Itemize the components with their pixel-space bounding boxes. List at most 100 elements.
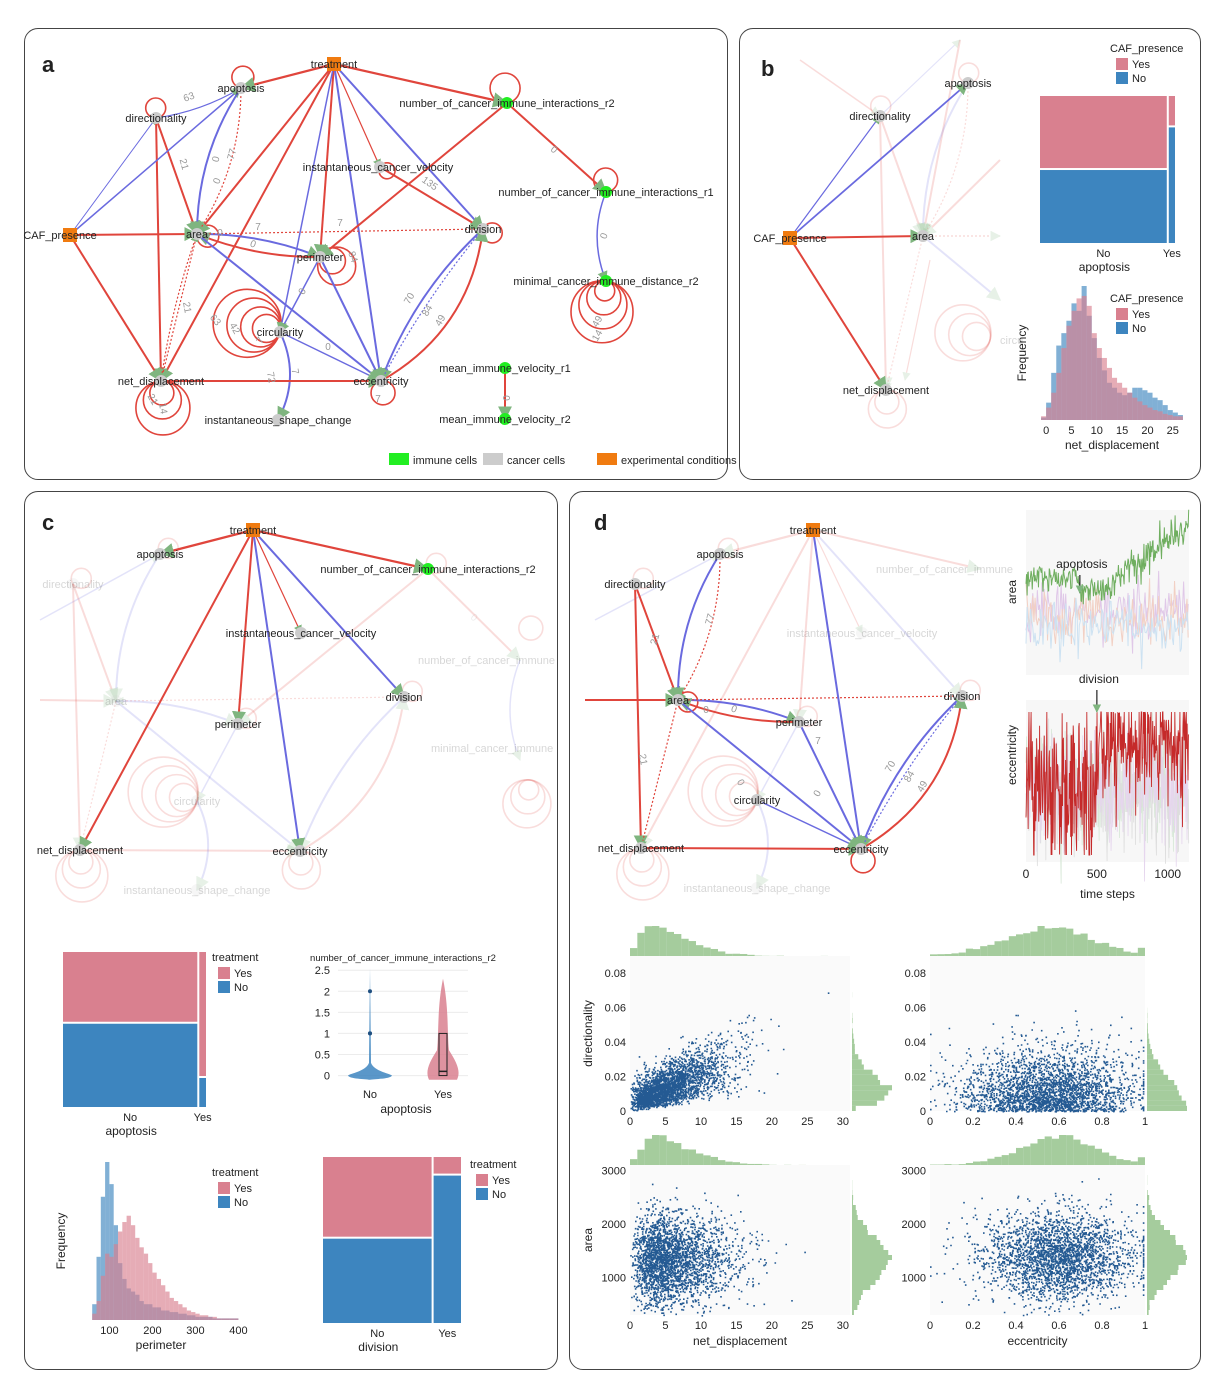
histogram-bar: [234, 1318, 239, 1320]
tick-label: 10: [695, 1116, 707, 1128]
histogram-bar: [1096, 348, 1102, 420]
mosaic-cell-no: [433, 1175, 461, 1323]
b-mosaic: No Yes apoptosis CAF_presence Yes No: [1040, 43, 1183, 274]
marginal-bar-y: [1147, 1095, 1182, 1101]
marginal-bar-x: [1137, 1157, 1145, 1165]
graph-edge: [69, 117, 157, 236]
tick-label: 1.5: [315, 1007, 330, 1019]
histogram-bar: [122, 1222, 127, 1320]
graph-edge: [792, 529, 814, 724]
self-loop: [961, 321, 992, 352]
immune-node: [600, 275, 612, 287]
box: [438, 1032, 448, 1077]
edge-label: 0: [548, 144, 560, 156]
time-series: area apoptosis eccentricity division 0 500 100…: [1005, 509, 1190, 901]
marginal-bar-y: [1147, 1230, 1170, 1235]
edge-label: 0: [502, 395, 513, 401]
graph-edge: [812, 529, 863, 634]
legend-swatch: [483, 453, 503, 465]
causal-graph-c: 0 treatment apoptosis number_of_cancer_immu…: [37, 523, 555, 903]
graph-edge: [718, 528, 814, 558]
tick-label: 0.06: [905, 1003, 926, 1015]
graph-edge: [677, 695, 963, 705]
edge-label: 14: [156, 402, 169, 415]
legend-title: treatment: [212, 1167, 258, 1179]
graph-edge: [72, 583, 119, 703]
graph-edge: [789, 229, 925, 244]
graph-edge: [276, 63, 335, 334]
legend-label: immune cells: [413, 455, 478, 467]
node-label: net_displacement: [118, 376, 204, 388]
self-loop: [127, 756, 199, 828]
edge-label: 49: [915, 779, 930, 795]
cancer-node: [272, 414, 284, 426]
marginal-bar-y: [1147, 1310, 1149, 1315]
histogram-bar: [182, 1307, 187, 1320]
histogram-bar: [1157, 411, 1163, 420]
edge-label: 7: [255, 335, 268, 346]
marginal-bar-y: [852, 1095, 885, 1101]
node-label: number_of_cancer_immune: [876, 564, 1013, 576]
mosaic-cell-no: [1168, 127, 1175, 243]
graph-edge: [160, 233, 199, 382]
marginal-bar-x: [1094, 943, 1102, 956]
histogram-bar: [1091, 333, 1097, 420]
graph-edge: [879, 39, 961, 117]
marginal-bar-x: [1030, 1143, 1038, 1165]
histogram-bar: [1127, 392, 1133, 420]
histogram-bar: [96, 1301, 101, 1320]
node-label: number_of_cancer_immune_interactions_r2: [399, 98, 614, 110]
marginal-bar-x: [1016, 934, 1024, 956]
legend-label: No: [234, 982, 248, 994]
node-label: apoptosis: [217, 83, 265, 95]
tick-label: 1000: [1154, 867, 1181, 881]
node-label: instantaneous_cancer_velocity: [303, 162, 454, 174]
cancer-node: [874, 110, 886, 122]
node-label: perimeter: [776, 717, 823, 729]
graph-edge: [860, 695, 963, 850]
legend-swatch: [1116, 58, 1128, 70]
graph-edge: [812, 529, 867, 851]
tick-label: 100: [100, 1325, 118, 1337]
histogram-bar: [113, 1244, 118, 1320]
cancer-node: [962, 77, 974, 89]
marginal-bar-x: [1023, 933, 1031, 956]
tick-label: 0: [1023, 867, 1030, 881]
legend-title: treatment: [212, 952, 258, 964]
condition-node: [327, 57, 341, 71]
marginal-bar-x: [674, 1143, 682, 1165]
cancer-node: [635, 842, 647, 854]
node-label: division: [465, 224, 502, 236]
legend-label: Yes: [1132, 309, 1150, 321]
marginal-bar-y: [852, 1280, 876, 1285]
node-label: instantaneous_cancer_velocity: [787, 628, 938, 640]
graph-edge: [79, 843, 302, 858]
cancer-node: [880, 384, 892, 396]
marginal-bar-y: [852, 1245, 884, 1250]
tick-label: 1: [1142, 1320, 1148, 1332]
legend-swatch: [218, 1196, 230, 1208]
tick-label: 10: [695, 1320, 707, 1332]
tick-label: 0.6: [1051, 1116, 1066, 1128]
histogram-bar: [186, 1310, 192, 1320]
cancer-node: [155, 375, 167, 387]
marginal-bar-x: [725, 953, 733, 956]
tick-label: 0.02: [605, 1072, 626, 1084]
marginal-bar-y: [852, 1300, 860, 1305]
edge-label: 21: [145, 392, 160, 408]
marginal-bar-x: [1102, 1152, 1110, 1165]
legend-label: No: [1132, 73, 1146, 85]
tick-label: Yes: [194, 1112, 212, 1124]
tick-label: 20: [766, 1320, 778, 1332]
marginal-bar-x: [732, 1162, 740, 1165]
graph-edge: [158, 233, 198, 382]
marginal-bar-y: [1147, 1074, 1169, 1080]
node-label: instantaneous_shape_change: [205, 415, 352, 427]
legend-swatch: [597, 453, 617, 465]
marginal-bar-x: [930, 954, 938, 956]
marginal-bar-y: [1147, 1290, 1157, 1295]
cancer-node: [672, 694, 684, 706]
marginal-bar-x: [987, 944, 995, 956]
marginal-bar-x: [637, 1149, 645, 1165]
mosaic-cell-yes: [1040, 96, 1167, 169]
